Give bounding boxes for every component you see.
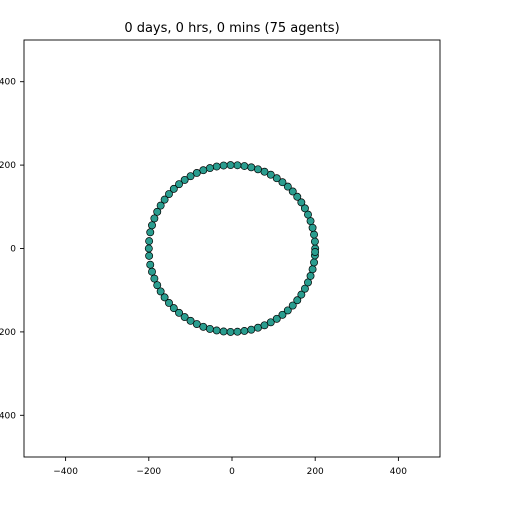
y-tick-label: 200	[0, 328, 16, 338]
x-tick-label: 200	[307, 467, 324, 477]
agent-point	[310, 258, 318, 267]
y-axis: 400 200 0 200 400	[0, 78, 24, 421]
agent-point	[146, 260, 155, 269]
agent-point	[205, 324, 214, 333]
agent-point	[226, 161, 235, 170]
chart-title: 0 days, 0 hrs, 0 mins (75 agents)	[124, 21, 339, 36]
agent-point	[156, 201, 165, 210]
agent-point	[199, 166, 208, 175]
agent-point	[165, 190, 173, 198]
agent-point	[272, 314, 281, 323]
y-tick-label: 400	[0, 411, 16, 421]
plot-area-frame	[23, 39, 441, 458]
agent-point	[156, 287, 165, 296]
agent-point	[192, 320, 201, 329]
agent-point	[247, 163, 256, 172]
agent-point	[254, 323, 262, 332]
agent-point	[160, 195, 169, 204]
agent-point	[146, 228, 155, 237]
agent-point	[310, 230, 318, 239]
agent-point	[293, 192, 302, 201]
agent-point	[300, 284, 309, 293]
agent-point	[278, 310, 287, 319]
agent-point	[247, 325, 256, 334]
agent-point	[180, 175, 189, 184]
agent-point	[293, 296, 302, 305]
agent-point	[150, 274, 159, 283]
y-tick-label: 200	[0, 161, 16, 171]
x-tick-label: −400	[53, 467, 78, 477]
agent-point	[192, 168, 201, 177]
agent-point	[283, 306, 292, 315]
agent-point	[283, 182, 292, 191]
agent-point	[308, 223, 317, 232]
agent-point	[212, 326, 221, 335]
agent-point	[148, 267, 156, 276]
agent-point	[240, 162, 249, 170]
agent-markers	[144, 161, 320, 336]
agent-point	[308, 265, 317, 274]
agent-point	[297, 198, 306, 207]
x-tick-label: −200	[136, 467, 161, 477]
agent-point	[311, 248, 320, 256]
agent-point	[150, 214, 159, 223]
agent-point	[288, 187, 297, 196]
agent-point	[272, 174, 281, 183]
agent-point	[165, 299, 173, 307]
x-tick-label: 400	[390, 467, 407, 477]
agent-point	[310, 237, 319, 246]
agent-point	[145, 251, 154, 260]
y-tick-label: 0	[10, 245, 16, 255]
agent-point	[233, 327, 242, 336]
agent-point	[205, 164, 214, 173]
agent-point	[300, 204, 309, 213]
agent-point	[169, 304, 178, 313]
agent-point	[169, 184, 178, 193]
agent-point	[144, 244, 153, 253]
agent-point	[175, 180, 183, 189]
agent-point	[266, 318, 275, 327]
agent-point	[145, 237, 154, 246]
agent-point	[254, 165, 262, 174]
agent-point	[266, 170, 275, 179]
agent-point	[304, 210, 312, 219]
agent-point	[160, 293, 169, 302]
agent-point	[199, 322, 208, 331]
agent-point	[278, 178, 287, 187]
agent-point	[260, 321, 269, 330]
agent-point	[186, 316, 195, 325]
agent-point	[233, 161, 242, 170]
agent-point	[186, 172, 195, 181]
agent-point	[212, 162, 221, 171]
agent-point	[260, 167, 269, 176]
agent-point	[180, 313, 189, 322]
agent-point	[153, 207, 162, 216]
x-axis: −400 −200 0 200 400	[53, 457, 407, 477]
agent-point	[288, 301, 297, 310]
agent-point	[175, 308, 183, 317]
agent-point	[148, 221, 156, 230]
agent-point	[306, 271, 315, 280]
y-tick-label: 400	[0, 78, 16, 88]
agent-point	[240, 327, 249, 335]
agent-point	[219, 161, 228, 170]
agent-point	[226, 327, 235, 336]
x-tick-label: 0	[229, 467, 235, 477]
agent-point	[219, 327, 228, 336]
agent-point	[153, 281, 162, 290]
agent-point	[297, 290, 306, 299]
